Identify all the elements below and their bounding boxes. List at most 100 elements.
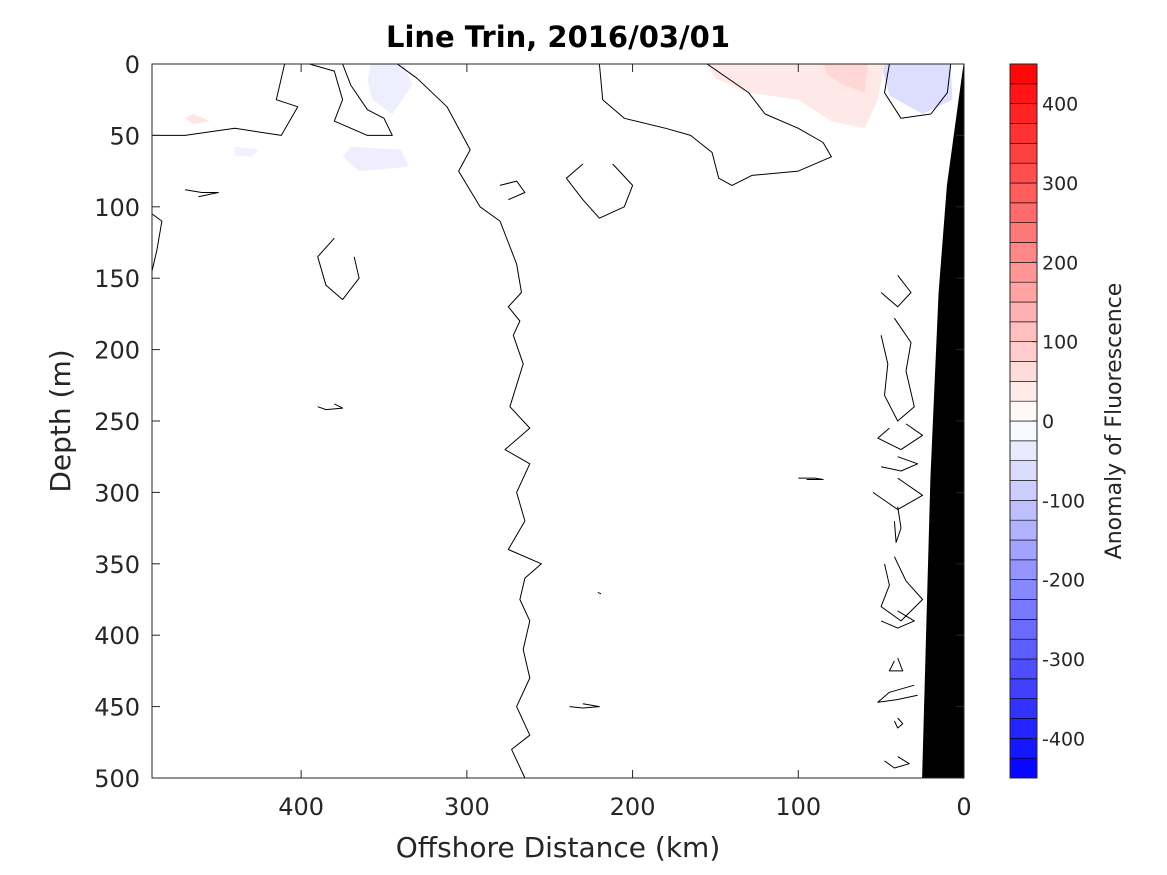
colorbar-band (1009, 222, 1038, 243)
contour-line (309, 64, 393, 136)
anomaly-patch (185, 114, 210, 124)
colorbar-band (1009, 143, 1038, 164)
colorbar-band (1009, 83, 1038, 104)
contour-line (877, 684, 918, 703)
contour-line (893, 717, 904, 729)
bathymetry-layer (922, 64, 964, 778)
y-tick-label: 400 (94, 622, 140, 650)
bathymetry-fill (922, 64, 964, 778)
colorbar-tick-label: -300 (1042, 649, 1085, 671)
colorbar-band (1009, 281, 1038, 303)
x-axis-label: Offshore Distance (km) (396, 831, 721, 864)
colorbar-tick-label: -400 (1042, 728, 1085, 750)
x-tick-label: 300 (444, 793, 490, 821)
x-tick-label: 0 (956, 793, 971, 821)
contour-line (798, 477, 824, 480)
y-axis: 0 50 100 150 200 250 300 350 400 450 500 (94, 51, 964, 793)
y-axis-label: Depth (m) (44, 349, 77, 492)
colorbar-ticks: 400 300 200 100 0 -100 -200 -300 -400 (1032, 94, 1085, 750)
x-axis: 400 300 200 100 0 (278, 64, 972, 821)
colorbar-band (1009, 103, 1038, 124)
colorbar-band (1009, 301, 1038, 323)
y-tick-label: 0 (125, 51, 140, 79)
anomaly-patch (234, 146, 260, 157)
anomaly-patch (881, 64, 953, 114)
contour-line (893, 506, 902, 543)
colorbar-band (1009, 539, 1038, 561)
contour-line (317, 403, 344, 411)
colorbar-tick-label: 100 (1042, 332, 1078, 354)
colorbar-band (1009, 480, 1038, 501)
plot-area (151, 63, 965, 779)
colorbar-band (1009, 500, 1038, 521)
colorbar-band (1009, 638, 1038, 660)
colorbar-tick-label: 300 (1042, 173, 1078, 195)
colorbar-band (1009, 698, 1038, 719)
colorbar-band (1009, 559, 1038, 580)
contour-line (880, 456, 919, 472)
colorbar-band (1009, 658, 1038, 680)
anomaly-patch (342, 146, 409, 172)
contour-line (880, 317, 915, 422)
contour-line (499, 180, 526, 201)
colorbar-tick-label: -200 (1042, 570, 1085, 592)
colorbar-band (1009, 678, 1038, 699)
colorbar-band (1009, 718, 1038, 739)
colorbar-band (1009, 123, 1038, 144)
colorbar-band (1009, 519, 1038, 541)
anomaly-fills (185, 64, 953, 172)
contour-line (877, 423, 924, 451)
contour-line (397, 64, 542, 778)
contour-line (880, 610, 915, 629)
colorbar-band (1009, 361, 1038, 382)
y-tick-label: 100 (94, 194, 140, 222)
contour-line (565, 163, 634, 219)
contour-line (569, 703, 600, 709)
colorbar-band (1009, 182, 1038, 204)
colorbar-band (1009, 242, 1038, 263)
y-tick-label: 350 (94, 551, 140, 579)
contour-line (884, 756, 910, 769)
y-tick-label: 250 (94, 408, 140, 436)
x-tick-label: 400 (278, 793, 324, 821)
contour-line (597, 591, 602, 595)
chart-title: Line Trin, 2016/03/01 (386, 20, 730, 54)
contour-line (185, 189, 219, 198)
colorbar: 400 300 200 100 0 -100 -200 -300 -400 Anomaly of… (1009, 63, 1127, 779)
contour-line (152, 213, 163, 272)
colorbar-band (1009, 63, 1038, 85)
colorbar-band (1009, 440, 1038, 461)
colorbar-band (1009, 757, 1038, 779)
contour-line (880, 556, 924, 622)
y-tick-label: 450 (94, 694, 140, 722)
contour-line (152, 64, 299, 136)
colorbar-band (1009, 599, 1038, 620)
contour-line (888, 657, 904, 672)
colorbar-label: Anomaly of Fluorescence (1102, 283, 1127, 560)
anomaly-patch (367, 64, 413, 114)
colorbar-band (1009, 738, 1038, 759)
x-tick-label: 100 (775, 793, 821, 821)
colorbar-tick-label: 0 (1042, 411, 1054, 433)
contour-line (317, 237, 360, 301)
contour-line (872, 477, 924, 510)
colorbar-band (1009, 162, 1038, 184)
y-tick-label: 200 (94, 337, 140, 365)
y-tick-label: 500 (94, 765, 140, 793)
colorbar-band (1009, 381, 1038, 402)
anomaly-patch (823, 64, 868, 93)
colorbar-tick-label: -100 (1042, 490, 1085, 512)
contour-line (884, 64, 952, 119)
y-tick-label: 50 (109, 122, 140, 150)
colorbar-band (1009, 400, 1038, 422)
y-tick-label: 300 (94, 479, 140, 507)
colorbar-band (1009, 262, 1038, 283)
colorbar-band (1009, 619, 1038, 640)
zero-contours (152, 64, 952, 778)
x-tick-label: 200 (610, 793, 656, 821)
colorbar-band (1009, 460, 1038, 481)
colorbar-band (1009, 579, 1038, 600)
contour-line (598, 64, 832, 186)
colorbar-band (1009, 420, 1038, 442)
